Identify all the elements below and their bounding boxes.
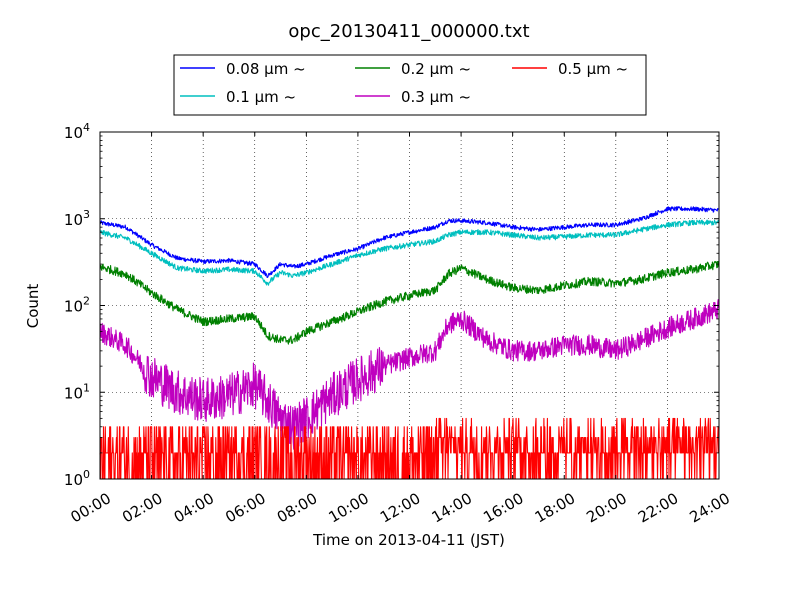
series-line bbox=[99, 206, 720, 278]
legend-label: 0.3 μm ~ bbox=[401, 88, 471, 106]
x-tick-label: 08:00 bbox=[274, 489, 320, 526]
plot-area bbox=[99, 131, 720, 480]
y-tick-label: 101 bbox=[64, 381, 90, 402]
x-tick-label: 02:00 bbox=[119, 489, 165, 526]
y-tick-label: 100 bbox=[64, 468, 90, 489]
legend-box bbox=[173, 54, 647, 116]
series-line bbox=[99, 219, 720, 286]
legend: 0.08 μm ~ 0.1 μm ~ 0.2 μm ~ 0.3 μm ~ 0.5 μm … bbox=[173, 54, 647, 116]
legend-label: 0.1 μm ~ bbox=[226, 88, 296, 106]
tick-marks bbox=[99, 131, 720, 480]
y-tick-labels: 100 101 102 103 104 bbox=[64, 121, 90, 489]
y-tick-label: 103 bbox=[64, 208, 90, 229]
x-tick-label: 00:00 bbox=[68, 489, 114, 526]
legend-label: 0.5 μm ~ bbox=[558, 60, 628, 78]
series-line bbox=[99, 299, 720, 450]
x-tick-label: 10:00 bbox=[325, 489, 371, 526]
x-tick-label: 18:00 bbox=[532, 489, 578, 526]
y-axis-label: Count bbox=[24, 284, 42, 329]
series-line bbox=[99, 261, 720, 345]
y-tick-label: 104 bbox=[64, 121, 90, 142]
x-tick-label: 14:00 bbox=[429, 489, 475, 526]
legend-label: 0.08 μm ~ bbox=[226, 60, 306, 78]
x-tick-label: 22:00 bbox=[635, 489, 681, 526]
legend-label: 0.2 μm ~ bbox=[401, 60, 471, 78]
chart-title: opc_20130411_000000.txt bbox=[288, 21, 529, 42]
x-tick-label: 12:00 bbox=[377, 489, 423, 526]
y-tick-label: 102 bbox=[64, 295, 90, 316]
x-tick-labels: 00:00 02:00 04:00 06:00 08:00 10:00 12:00 14:00… bbox=[68, 489, 733, 526]
x-tick-label: 20:00 bbox=[583, 489, 629, 526]
plot-background bbox=[100, 132, 719, 479]
x-tick-label: 04:00 bbox=[171, 489, 217, 526]
series-layer bbox=[99, 206, 720, 480]
x-tick-label: 16:00 bbox=[480, 489, 526, 526]
x-tick-label: 24:00 bbox=[687, 489, 733, 526]
x-tick-label: 06:00 bbox=[222, 489, 268, 526]
x-axis-label: Time on 2013-04-11 (JST) bbox=[312, 531, 505, 549]
